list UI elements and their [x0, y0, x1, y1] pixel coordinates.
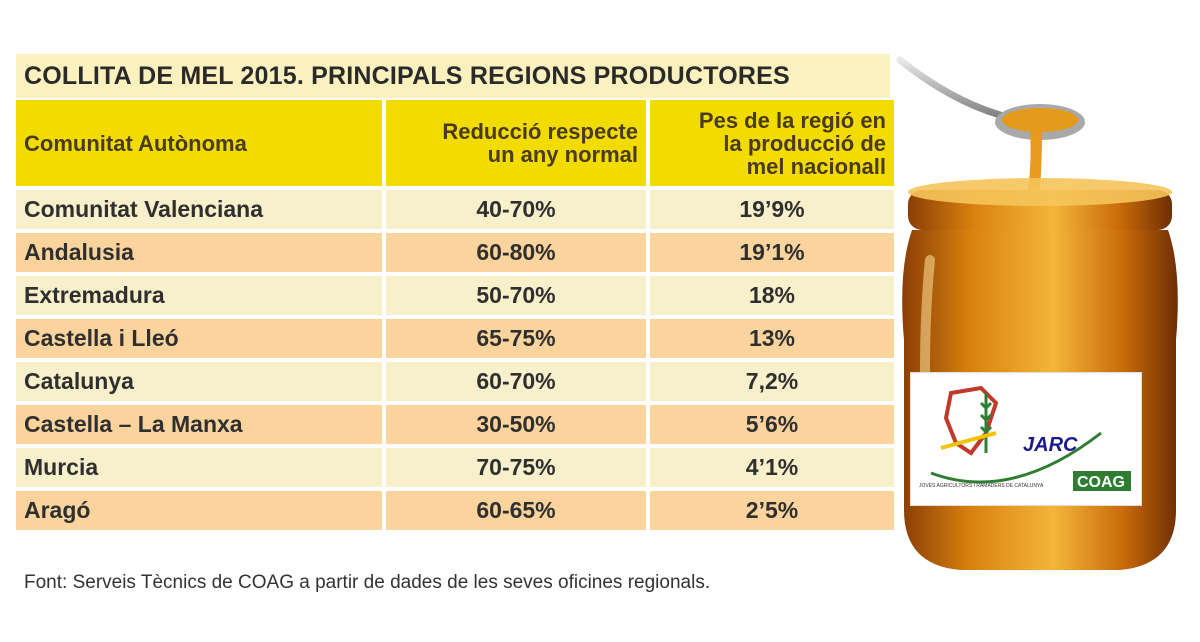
table-body: Comunitat Valenciana 40-70% 19’9% Andalusia…: [16, 190, 894, 530]
logo-tagline: JOVES AGRICULTORS I RAMADERS DE CATALUNY…: [919, 483, 1044, 489]
table-row: Extremadura 50-70% 18%: [16, 276, 894, 315]
table-row: Castella i Lleó 65-75% 13%: [16, 319, 894, 358]
region-cell: Comunitat Valenciana: [16, 190, 382, 229]
honey-drip: [1028, 130, 1042, 190]
table-header-row: Comunitat Autònoma Reducció respecte un …: [16, 100, 894, 186]
header-weight-line: la producció de: [723, 130, 886, 156]
logo-yellow-stroke: [940, 431, 997, 450]
weight-cell: 18%: [650, 276, 894, 315]
honey-spoon-icon: [896, 56, 1012, 124]
logo-org: COAG: [1077, 474, 1125, 491]
table-row: Catalunya 60-70% 7,2%: [16, 362, 894, 401]
table-row: Castella – La Manxa 30-50% 5’6%: [16, 405, 894, 444]
weight-cell: 13%: [650, 319, 894, 358]
spoon-honey: [1002, 108, 1078, 132]
region-cell: Castella – La Manxa: [16, 405, 382, 444]
coag-badge: [1073, 471, 1131, 491]
region-cell: Catalunya: [16, 362, 382, 401]
header-reduction: Reducció respecte un any normal: [386, 100, 646, 186]
table-row: Comunitat Valenciana 40-70% 19’9%: [16, 190, 894, 229]
weight-cell: 7,2%: [650, 362, 894, 401]
region-cell: Andalusia: [16, 233, 382, 272]
weight-cell: 19’1%: [650, 233, 894, 272]
weight-cell: 19’9%: [650, 190, 894, 229]
logo-name: JARC: [1023, 434, 1078, 456]
reduction-cell: 60-65%: [386, 491, 646, 530]
header-weight-line: mel nacionall: [746, 153, 886, 179]
weight-cell: 2’5%: [650, 491, 894, 530]
wheat-icon: [979, 393, 993, 453]
reduction-cell: 40-70%: [386, 190, 646, 229]
weight-cell: 4’1%: [650, 448, 894, 487]
reduction-cell: 60-80%: [386, 233, 646, 272]
data-table: Comunitat Autònoma Reducció respecte un …: [12, 96, 898, 534]
reduction-cell: 65-75%: [386, 319, 646, 358]
jar-top: [908, 178, 1172, 206]
region-cell: Extremadura: [16, 276, 382, 315]
reduction-cell: 60-70%: [386, 362, 646, 401]
reduction-cell: 70-75%: [386, 448, 646, 487]
region-cell: Aragó: [16, 491, 382, 530]
header-reduction-line: un any normal: [487, 142, 638, 167]
source-note: Font: Serveis Tècnics de COAG a partir d…: [24, 572, 711, 593]
header-reduction-line: Reducció respecte: [442, 119, 638, 144]
header-region: Comunitat Autònoma: [16, 100, 382, 186]
honey-jar-illustration: [896, 56, 1178, 570]
header-region-line: Comunitat Autònoma: [24, 130, 247, 156]
honey-harvest-table: COLLITA DE MEL 2015. PRINCIPALS REGIONS …: [16, 54, 894, 534]
reduction-cell: 50-70%: [386, 276, 646, 315]
table-title: COLLITA DE MEL 2015. PRINCIPALS REGIONS …: [16, 54, 890, 98]
table-row: Aragó 60-65% 2’5%: [16, 491, 894, 530]
region-cell: Castella i Lleó: [16, 319, 382, 358]
table-row: Andalusia 60-80% 19’1%: [16, 233, 894, 272]
table-row: Murcia 70-75% 4’1%: [16, 448, 894, 487]
reduction-cell: 30-50%: [386, 405, 646, 444]
region-cell: Murcia: [16, 448, 382, 487]
jarc-logo-graphic: JARC COAG JOVES AGRICULTORS I RAMADERS D…: [919, 385, 1131, 491]
jarc-coag-logo: JARC COAG JOVES AGRICULTORS I RAMADERS D…: [910, 372, 1142, 506]
header-weight: Pes de la regió en la producció de mel n…: [650, 100, 894, 186]
header-weight-line: Pes de la regió en: [698, 107, 886, 133]
weight-cell: 5’6%: [650, 405, 894, 444]
logo-swoosh: [930, 431, 1102, 484]
catalonia-outline: [943, 385, 999, 456]
